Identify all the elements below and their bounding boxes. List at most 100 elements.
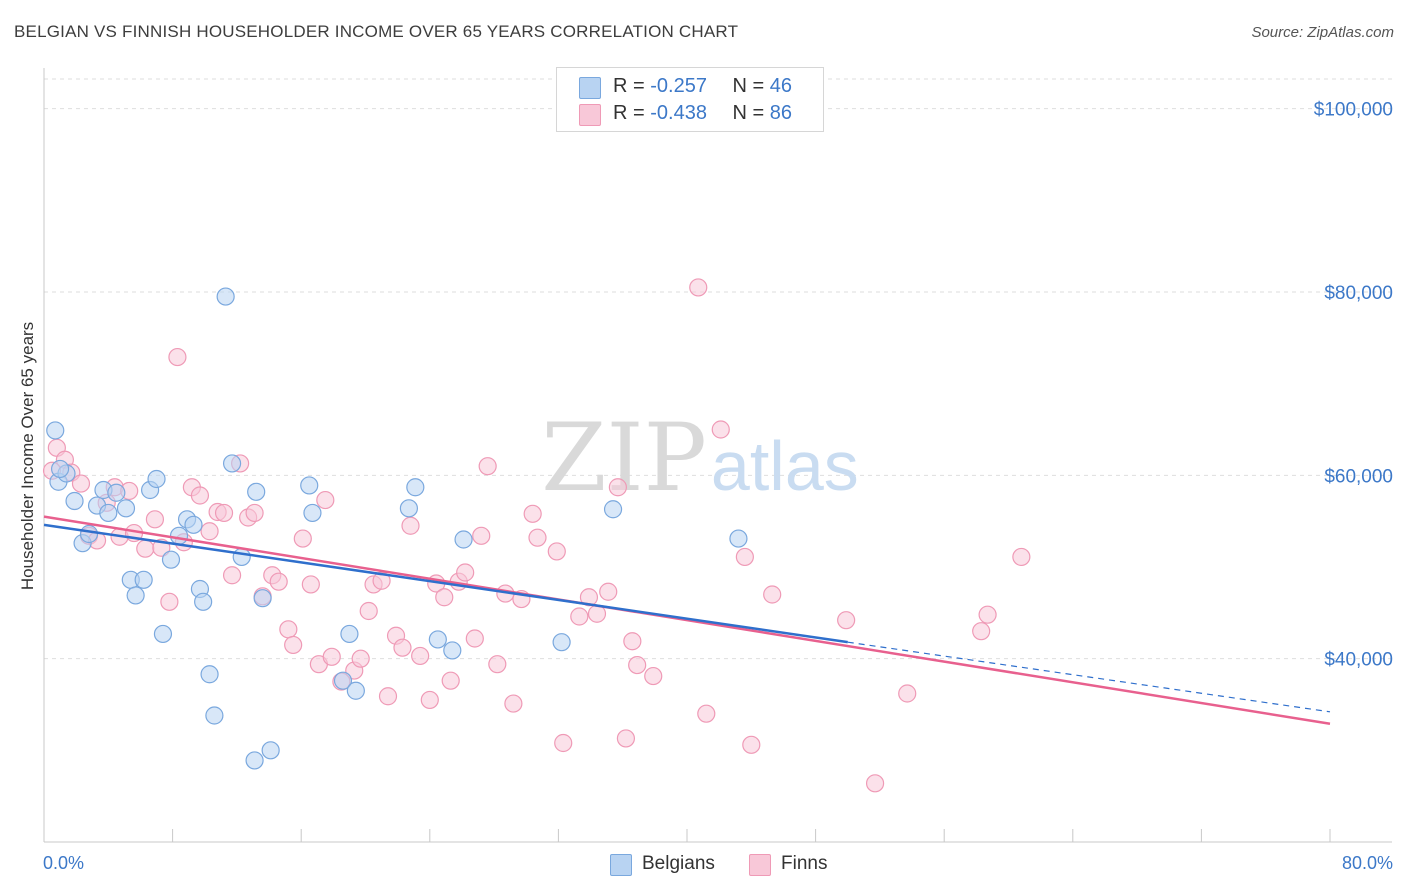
belgians-point bbox=[99, 503, 118, 523]
belgians-point bbox=[261, 741, 280, 760]
belgians-point bbox=[346, 681, 365, 700]
finns-point bbox=[523, 504, 542, 523]
finns-point bbox=[351, 649, 370, 668]
belgians-point bbox=[126, 586, 145, 605]
finns-point bbox=[628, 655, 647, 675]
legend-label-finns: Finns bbox=[781, 853, 828, 874]
chart-source: Source: ZipAtlas.com bbox=[1251, 24, 1394, 41]
belgians-point bbox=[205, 706, 224, 725]
finns-point bbox=[865, 774, 885, 793]
finns-point bbox=[293, 529, 312, 548]
belgians-point bbox=[65, 491, 84, 511]
finns-point bbox=[898, 684, 917, 703]
finns-point bbox=[168, 347, 187, 367]
belgians-point bbox=[216, 287, 235, 306]
finns-point bbox=[411, 646, 430, 666]
y-tick-label: $40,000 bbox=[1324, 650, 1393, 671]
belgians-point bbox=[428, 630, 447, 649]
belgians-point bbox=[443, 641, 462, 660]
finns-point bbox=[420, 690, 439, 710]
belgians-point bbox=[107, 483, 126, 502]
finns-swatch bbox=[749, 854, 771, 876]
finns-point bbox=[623, 632, 642, 651]
finns-point bbox=[554, 733, 573, 753]
legend-n-value: 86 bbox=[769, 102, 793, 124]
finns-point bbox=[978, 605, 997, 624]
finns-point bbox=[301, 575, 320, 594]
legend-n-label: N = bbox=[732, 102, 765, 124]
finns-point bbox=[322, 647, 341, 666]
watermark-atlas: atlas bbox=[711, 427, 859, 505]
belgians-point bbox=[200, 665, 219, 684]
finns-point bbox=[145, 510, 165, 529]
stats-legend: R = -0.257 N = 46 R = -0.438 N = 86 bbox=[556, 67, 824, 132]
y-tick-label: $100,000 bbox=[1314, 100, 1393, 121]
finns-point bbox=[742, 735, 761, 754]
finns-point bbox=[972, 622, 991, 641]
belgians-trend-extension bbox=[847, 641, 1331, 713]
finns-point bbox=[441, 671, 460, 690]
x-tick-min: 0.0% bbox=[43, 853, 84, 873]
finns-point bbox=[245, 503, 264, 523]
axes bbox=[43, 68, 1392, 843]
finns-point bbox=[214, 503, 234, 523]
legend-r-value: -0.438 bbox=[650, 102, 707, 124]
belgians-point bbox=[245, 751, 264, 770]
belgians-point bbox=[184, 515, 203, 534]
y-tick-label: $80,000 bbox=[1324, 283, 1393, 304]
belgians-point bbox=[222, 454, 242, 473]
finns-point bbox=[488, 655, 507, 674]
finns-point bbox=[599, 582, 618, 601]
belgians-point bbox=[303, 503, 322, 523]
belgians-point bbox=[147, 469, 166, 489]
series-finns bbox=[42, 278, 1031, 793]
belgians-point bbox=[194, 592, 213, 611]
belgians-point bbox=[552, 633, 571, 652]
series-belgians bbox=[46, 287, 748, 770]
belgians-point bbox=[247, 482, 266, 501]
y-tick-label: $60,000 bbox=[1324, 466, 1393, 487]
x-tick-max: 80.0% bbox=[1342, 853, 1393, 873]
watermark-zip: ZIP bbox=[541, 404, 707, 513]
finns-point bbox=[71, 474, 91, 493]
finns-point bbox=[279, 620, 298, 639]
legend-n-value: 46 bbox=[769, 75, 793, 97]
belgians-point bbox=[50, 459, 70, 479]
belgians-point bbox=[603, 500, 623, 519]
belgians-point bbox=[406, 478, 425, 497]
belgians-swatch bbox=[610, 854, 632, 876]
finns-point bbox=[456, 563, 475, 582]
finns-point bbox=[1012, 547, 1031, 567]
belgians-point bbox=[340, 624, 359, 644]
watermark: ZIPatlas bbox=[541, 404, 859, 513]
finns-point bbox=[222, 566, 242, 585]
finns-point bbox=[393, 638, 412, 657]
finns-swatch bbox=[579, 104, 601, 126]
chart-title: BELGIAN VS FINNISH HOUSEHOLDER INCOME OV… bbox=[14, 22, 739, 41]
finns-point bbox=[711, 420, 730, 439]
finns-point bbox=[472, 526, 491, 545]
belgians-point bbox=[116, 499, 136, 518]
belgians-point bbox=[399, 499, 419, 518]
belgians-swatch bbox=[579, 77, 601, 99]
finns-point bbox=[136, 539, 155, 558]
finns-point bbox=[616, 729, 636, 748]
finns-point bbox=[608, 478, 627, 497]
finns-point bbox=[378, 687, 398, 706]
finns-point bbox=[190, 486, 210, 505]
finns-trend-line bbox=[43, 515, 1331, 725]
belgians-point bbox=[454, 530, 473, 549]
belgians-point bbox=[333, 671, 353, 690]
belgians-point bbox=[161, 550, 181, 569]
finns-point bbox=[837, 611, 856, 630]
belgians-point bbox=[253, 589, 272, 608]
belgians-point bbox=[46, 421, 65, 440]
trend-lines bbox=[43, 515, 1331, 725]
belgians-point bbox=[153, 624, 173, 644]
finns-point bbox=[316, 490, 335, 510]
y-axis-label: Householder Income Over 65 years bbox=[18, 322, 37, 590]
belgians-point bbox=[729, 529, 748, 548]
finns-point bbox=[579, 588, 599, 607]
finns-point bbox=[284, 635, 303, 655]
